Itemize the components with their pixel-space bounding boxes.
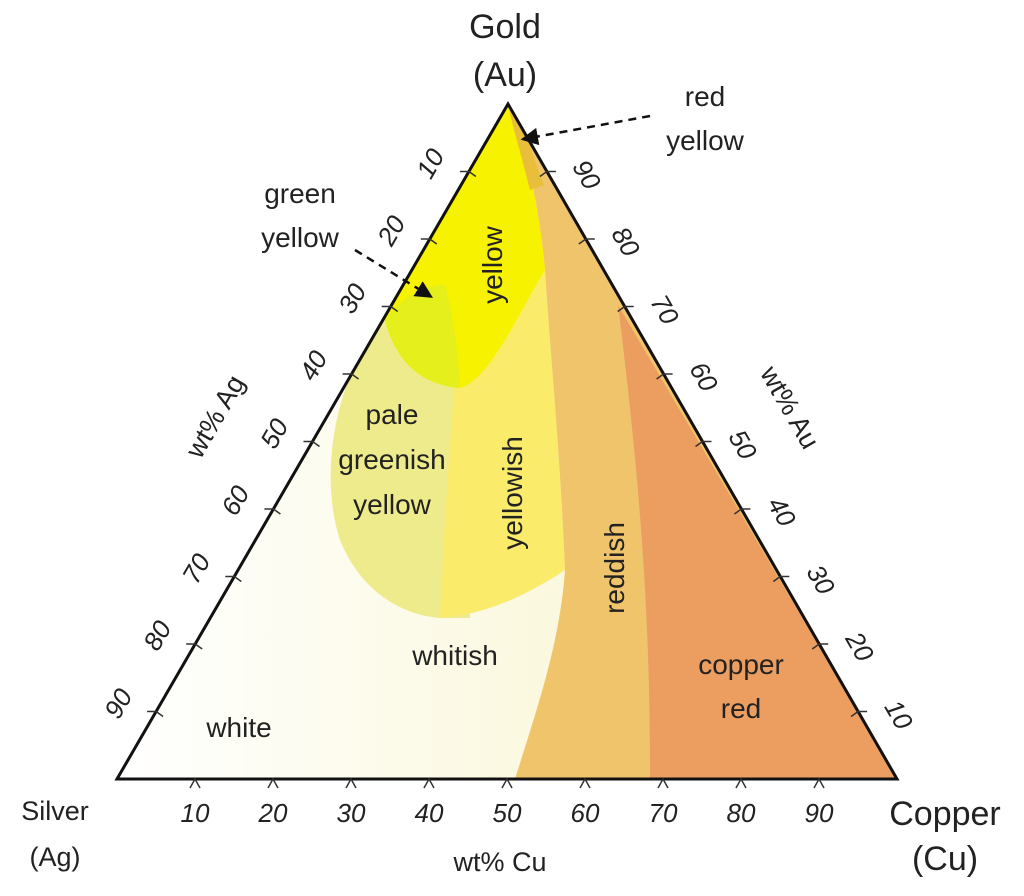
au-axis-title: wt% Au [754,360,826,454]
tick-mark [772,575,790,583]
tick-mark [186,643,203,650]
tick-mark [733,508,751,515]
copper-vertex-label: Copper [889,795,1001,833]
tick-mark [342,373,360,380]
tick-mark [501,777,513,789]
tick-mark [147,710,164,718]
region-label-yellow: yellow [477,225,508,304]
tick-mark [303,440,320,448]
au-tick-label: 60 [684,356,725,397]
region-label-reddish: reddish [599,522,630,614]
tick-marks [147,170,868,789]
silver-vertex-symbol: (Ag) [29,842,80,872]
tick-mark [225,575,242,583]
tick-mark [267,777,279,789]
cu-tick-label: 50 [493,798,522,828]
au-tick-label: 30 [801,559,842,600]
region-green-yellow [385,285,460,388]
tick-mark [264,508,281,515]
cu-axis-title: wt% Cu [452,847,546,877]
tick-mark [850,710,868,718]
ag-tick-label: 50 [254,413,295,454]
callout-green-yellow-line1: green [264,178,336,209]
callout-red-yellow-arrow [520,114,651,146]
cu-tick-label: 60 [571,798,600,828]
tick-mark [381,305,399,313]
tick-mark [811,643,829,650]
au-tick-label: 70 [645,289,686,330]
tick-mark [459,170,477,178]
cu-tick-label: 70 [649,798,678,828]
cu-tick-label: 10 [181,798,210,828]
region-pale-greenish-yellow [330,310,470,618]
tick-mark [578,238,595,245]
ag-tick-label: 80 [137,615,178,656]
region-label-copper-red: red [721,693,761,724]
tick-mark [539,170,556,178]
callout-green-yellow-arrow [354,248,433,298]
ag-tick-label: 60 [215,480,256,521]
copper-vertex-symbol: (Cu) [912,840,978,878]
ag-tick-label: 40 [293,345,334,386]
region-label-pale-yellow: yellow [353,489,432,520]
region-label-copper: copper [698,649,784,680]
cu-tick-label: 90 [805,798,834,828]
region-label-white: white [205,712,271,743]
cu-tick-label: 30 [337,798,366,828]
cu-axis-tick-labels: 10 20 30 40 50 60 70 80 90 [181,798,834,828]
tick-mark [420,238,438,245]
tick-mark [695,440,712,448]
tick-mark [617,305,634,313]
silver-vertex-label: Silver [21,796,89,826]
cu-tick-label: 40 [415,798,444,828]
region-label-yellowish: yellowish [497,436,528,550]
gold-vertex-label: Gold [469,8,541,46]
tick-mark [579,777,591,789]
au-tick-label: 80 [606,221,647,262]
au-tick-label: 50 [723,424,764,465]
tick-mark [423,777,435,789]
callout-red-yellow-line2: yellow [666,125,745,156]
tick-mark [345,777,357,789]
regions [117,104,897,779]
ag-tick-label: 20 [370,210,411,251]
ag-axis-title: wt% Ag [179,370,251,464]
tick-mark [656,373,673,380]
callout-green-yellow-line2: yellow [261,222,340,253]
ag-tick-label: 90 [98,683,139,724]
cu-tick-label: 80 [727,798,756,828]
tick-mark [657,777,669,789]
au-tick-label: 40 [762,491,803,532]
region-label-pale: pale [366,399,419,430]
tick-mark [813,777,825,789]
tick-mark [735,777,747,789]
tick-mark [189,777,201,789]
ag-tick-label: 10 [410,143,451,184]
au-tick-label: 20 [839,626,880,667]
region-label-greenish: greenish [338,444,445,475]
au-tick-label: 10 [879,694,920,735]
cu-tick-label: 20 [258,798,288,828]
au-tick-label: 90 [567,154,608,195]
gold-vertex-symbol: (Au) [473,56,537,94]
ag-tick-label: 30 [332,278,373,319]
ag-tick-label: 70 [176,548,217,589]
region-label-whitish: whitish [411,640,498,671]
callout-red-yellow-line1: red [685,81,725,112]
region-red-yellow [508,104,544,190]
